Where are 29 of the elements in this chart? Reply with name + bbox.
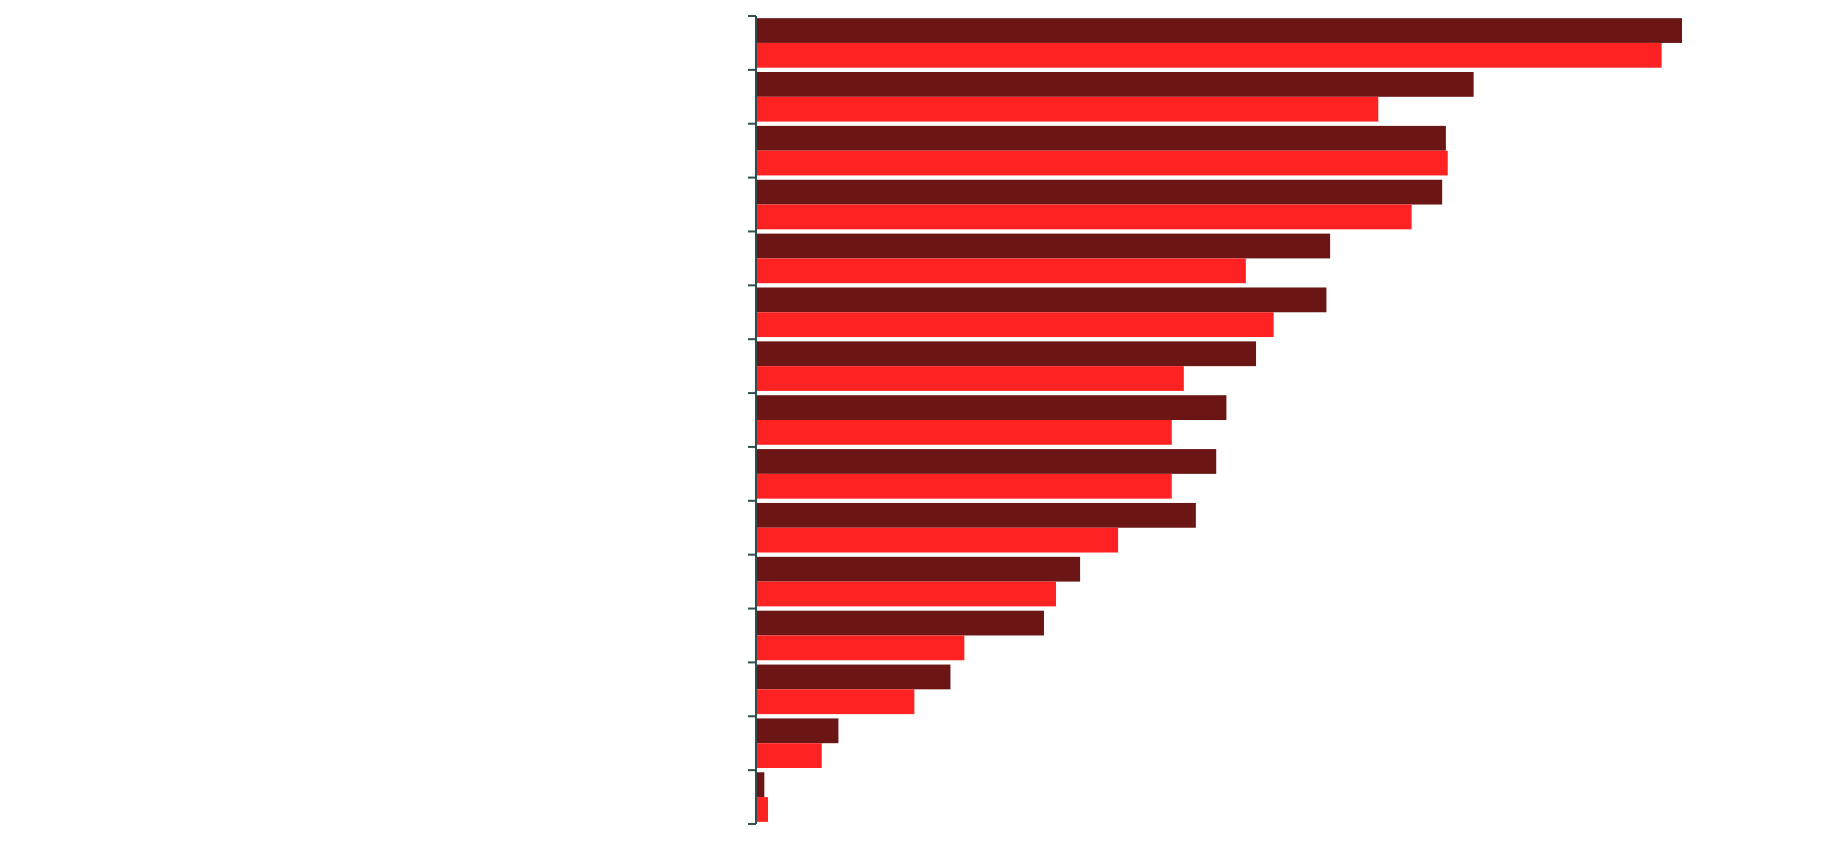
bar	[756, 150, 1448, 176]
bar	[756, 18, 1682, 43]
bar	[756, 797, 769, 822]
bar	[756, 502, 1196, 528]
bar	[756, 312, 1274, 338]
bar	[756, 527, 1119, 553]
bar	[756, 395, 1227, 420]
bar	[756, 556, 1081, 582]
bar	[756, 635, 965, 661]
bar	[756, 689, 915, 715]
bar	[756, 449, 1217, 474]
bar	[756, 581, 1057, 607]
bar	[756, 125, 1446, 151]
bar	[756, 718, 839, 744]
bar	[756, 743, 822, 768]
bar	[756, 420, 1172, 445]
bar	[756, 258, 1246, 284]
bar	[756, 473, 1172, 499]
bar	[756, 366, 1184, 391]
bar	[756, 287, 1327, 313]
bar	[756, 96, 1379, 122]
bar	[756, 233, 1331, 259]
bar	[756, 664, 951, 690]
bar	[756, 204, 1412, 230]
bar	[756, 72, 1474, 97]
bar	[756, 610, 1044, 636]
bar	[756, 341, 1257, 367]
bar	[756, 179, 1443, 205]
bar	[756, 42, 1662, 68]
